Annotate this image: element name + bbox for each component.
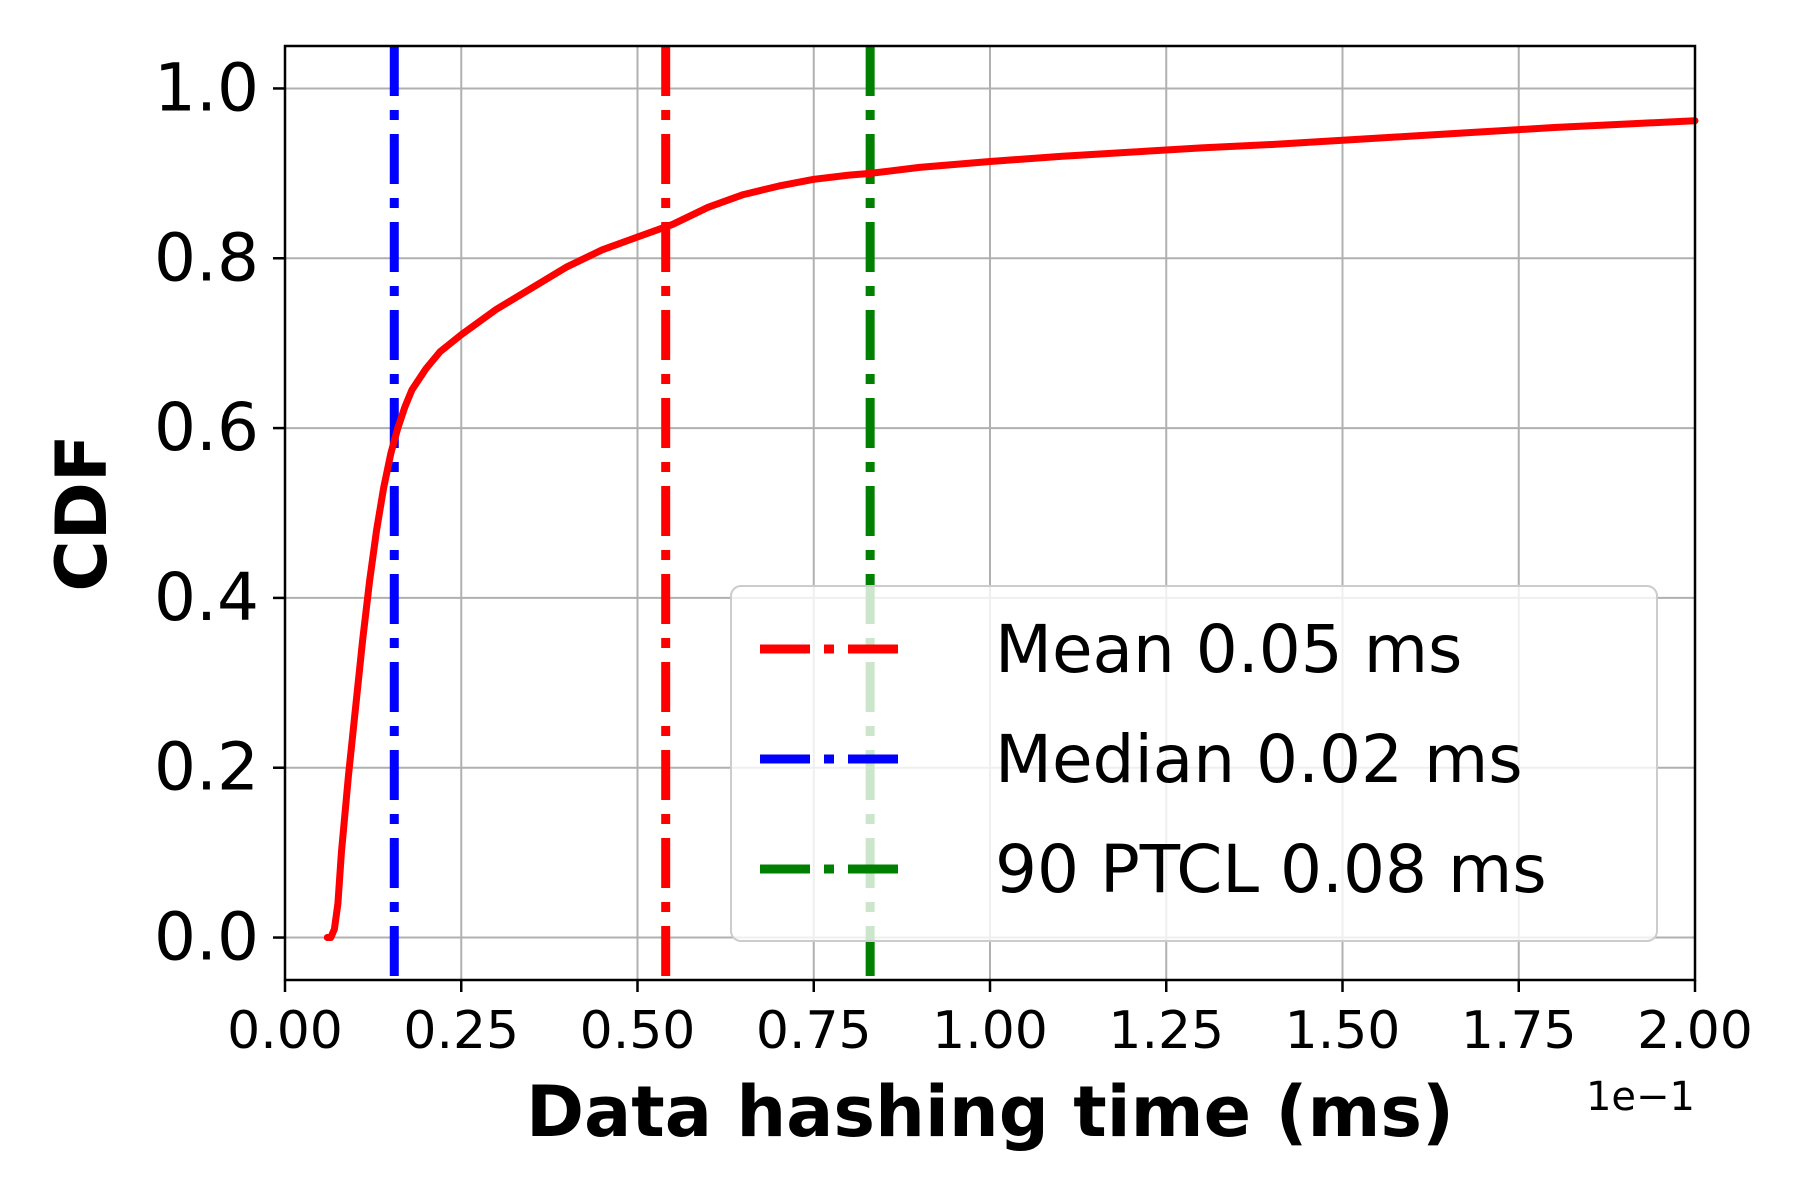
x-tick-label-0: 0.00 bbox=[227, 1001, 343, 1061]
legend-label-1: Median 0.02 ms bbox=[995, 721, 1523, 798]
reference-lines bbox=[389, 46, 875, 980]
x-tick-label-2: 0.50 bbox=[580, 1001, 696, 1061]
y-tick-label-5: 1.0 bbox=[154, 49, 259, 126]
y-axis-title: CDF bbox=[41, 434, 123, 591]
y-tick-label-3: 0.6 bbox=[154, 389, 259, 466]
x-axis-title: Data hashing time (ms) bbox=[526, 1071, 1454, 1153]
legend: Mean 0.05 ms Median 0.02 ms 90 PTCL 0.08 m… bbox=[730, 585, 1658, 942]
y-tick-label-4: 0.8 bbox=[154, 219, 259, 296]
cdf-series-line bbox=[323, 117, 1699, 941]
x-tick-label-6: 1.50 bbox=[1285, 1001, 1401, 1061]
x-tick-label-7: 1.75 bbox=[1461, 1001, 1577, 1061]
x-tick-label-8: 2.00 bbox=[1637, 1001, 1753, 1061]
x-tick-label-1: 0.25 bbox=[403, 1001, 519, 1061]
y-axis-ticks: 0.0 0.2 0.4 0.6 0.8 1.0 bbox=[154, 49, 285, 976]
y-tick-label-1: 0.2 bbox=[154, 729, 259, 806]
x-axis-offset-label: 1e−1 bbox=[1586, 1074, 1695, 1120]
legend-label-2: 90 PTCL 0.08 ms bbox=[995, 831, 1547, 908]
x-axis-ticks: 0.00 0.25 0.50 0.75 1.00 1.25 1.50 1.75 2.00 bbox=[227, 980, 1753, 1061]
legend-label-0: Mean 0.05 ms bbox=[995, 611, 1462, 688]
y-tick-label-2: 0.4 bbox=[154, 559, 259, 636]
y-tick-label-0: 0.0 bbox=[154, 899, 259, 976]
legend-box bbox=[730, 585, 1658, 942]
x-tick-label-5: 1.25 bbox=[1108, 1001, 1224, 1061]
x-tick-label-3: 0.75 bbox=[756, 1001, 872, 1061]
x-tick-label-4: 1.00 bbox=[932, 1001, 1048, 1061]
